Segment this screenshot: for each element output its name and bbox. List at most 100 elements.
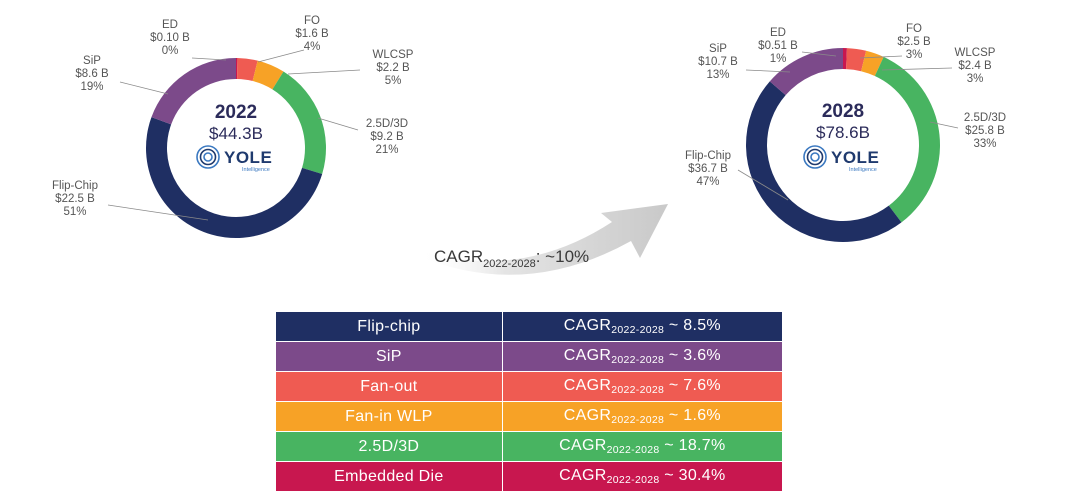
cagr-table: Flip-chip CAGR2022-2028 ~ 8.5% SiP CAGR2022… (275, 311, 784, 492)
label-value: $2.2 B (376, 62, 410, 74)
slice-ed (236, 58, 238, 80)
segment-cagr: CAGR2022-2028 ~ 7.6% (501, 371, 784, 402)
slice-flip-chip (746, 81, 902, 242)
label-pct: 21% (375, 144, 398, 156)
cagr-value: ~ 3.6% (664, 347, 721, 364)
label-2-5d-3d: 2.5D/3D $25.8 B 33% (964, 112, 1006, 150)
label-name: 2.5D/3D (366, 118, 408, 130)
segment-cagr: CAGR2022-2028 ~ 30.4% (501, 461, 784, 492)
segment-name: Embedded Die (275, 461, 503, 492)
label-name: Flip-Chip (52, 180, 98, 192)
label-sip: SiP $8.6 B 19% (75, 55, 109, 93)
center-total: $78.6B (816, 123, 870, 142)
label-pct: 1% (770, 53, 787, 65)
label-pct: 19% (80, 81, 103, 93)
label-pct: 5% (385, 75, 402, 87)
leader-line-sip (745, 69, 791, 73)
leader-line-ed (191, 57, 227, 61)
cagr-prefix: CAGR (563, 377, 612, 394)
label-wlcsp: WLCSP $2.2 B 5% (373, 49, 414, 87)
slice-2-5d-3d (874, 56, 940, 223)
label-pct: 3% (967, 73, 984, 85)
label-pct: 47% (696, 176, 719, 188)
cagr-sub: 2022-2028 (611, 324, 665, 336)
donut-charts: ED $0.10 B 0%FO $1.6 B 4%WLCSP $2.2 B 5%2.5D/3… (52, 15, 1006, 275)
segment-name: Flip-chip (275, 311, 503, 342)
cagr-sub: 2022-2028 (611, 354, 665, 366)
leader-line-sip (119, 81, 169, 95)
label-pct: 51% (63, 206, 86, 218)
logo-sub: Intelligence (849, 167, 877, 173)
label-ed: ED $0.51 B 1% (758, 27, 798, 65)
segment-name: Fan-out (275, 371, 503, 402)
yole-logo: YOLE Intelligence (803, 145, 879, 173)
label-value: $22.5 B (55, 193, 95, 205)
cagr-value: ~ 8.5% (664, 317, 721, 334)
label-value: $1.6 B (295, 28, 329, 40)
cagr-prefix: CAGR (559, 467, 607, 484)
growth-arrow (418, 204, 668, 275)
label-value: $0.10 B (150, 32, 190, 44)
logo-name: YOLE (831, 148, 879, 167)
donut-chart-2022: ED $0.10 B 0% FO $1.6 B 4% WLCSP $2.2 B 5% 2.5D/3… (52, 15, 414, 239)
slice-fo (846, 48, 867, 72)
cagr-value: ~ 30.4% (659, 467, 726, 484)
label-pct: 3% (906, 49, 923, 61)
label-value: $10.7 B (698, 56, 738, 68)
slice-sip (769, 48, 843, 96)
leader-line-fo (859, 55, 903, 59)
label-pct: 33% (973, 138, 996, 150)
slice-2-5d-3d (272, 71, 326, 174)
overall-cagr-sub: 2022-2028 (483, 258, 536, 270)
overall-cagr: CAGR2022-2028: ~10% (434, 247, 589, 270)
cagr-row-2-5d-3d: 2.5D/3D CAGR2022-2028 ~ 18.7% (275, 431, 784, 462)
label-value: $8.6 B (75, 68, 109, 80)
yole-logo: YOLE Intelligence (196, 145, 272, 173)
cagr-value: ~ 7.6% (664, 377, 721, 394)
segment-cagr: CAGR2022-2028 ~ 18.7% (501, 431, 784, 462)
cagr-prefix: CAGR (559, 437, 607, 454)
slice-flip-chip (145, 117, 323, 239)
label-pct: 4% (304, 41, 321, 53)
center-year: 2028 (822, 101, 864, 122)
label-value: $9.2 B (370, 131, 404, 143)
segment-cagr: CAGR2022-2028 ~ 3.6% (501, 341, 784, 372)
leader-line-ed (801, 51, 837, 57)
leader-line-flip-chip (737, 169, 789, 201)
center-total: $44.3B (209, 124, 263, 143)
cagr-row-fan-out: Fan-out CAGR2022-2028 ~ 7.6% (275, 371, 784, 402)
label-wlcsp: WLCSP $2.4 B 3% (955, 47, 996, 85)
label-name: SiP (709, 43, 727, 55)
label-pct: 13% (706, 69, 729, 81)
label-name: ED (162, 19, 178, 31)
leader-line-fo (257, 49, 305, 63)
overall-cagr-prefix: CAGR (434, 247, 483, 266)
label-flip-chip: Flip-Chip $36.7 B 47% (685, 150, 731, 188)
segment-name: Fan-in WLP (275, 401, 503, 432)
cagr-row-embedded-die: Embedded Die CAGR2022-2028 ~ 30.4% (275, 461, 784, 492)
label-name: Flip-Chip (685, 150, 731, 162)
cagr-sub: 2022-2028 (606, 474, 660, 486)
logo-name: YOLE (224, 148, 272, 167)
leader-line-flip-chip (107, 204, 209, 221)
label-name: ED (770, 27, 786, 39)
cagr-prefix: CAGR (563, 347, 612, 364)
label-name: FO (304, 15, 320, 27)
cagr-sub: 2022-2028 (611, 414, 665, 426)
cagr-row-sip: SiP CAGR2022-2028 ~ 3.6% (275, 341, 784, 372)
label-pct: 0% (162, 45, 179, 57)
label-value: $36.7 B (688, 163, 728, 175)
label-name: WLCSP (373, 49, 414, 61)
label-name: WLCSP (955, 47, 996, 59)
cagr-value: ~ 1.6% (664, 407, 721, 424)
slice-fo (237, 58, 258, 82)
segment-name: SiP (275, 341, 503, 372)
label-ed: ED $0.10 B 0% (150, 19, 190, 57)
cagr-row-flip-chip: Flip-chip CAGR2022-2028 ~ 8.5% (275, 311, 784, 342)
segment-cagr: CAGR2022-2028 ~ 1.6% (501, 401, 784, 432)
label-2-5d-3d: 2.5D/3D $9.2 B 21% (366, 118, 408, 156)
label-flip-chip: Flip-Chip $22.5 B 51% (52, 180, 98, 218)
center-year: 2022 (215, 102, 257, 123)
label-sip: SiP $10.7 B 13% (698, 43, 738, 81)
overall-cagr-value: : ~10% (536, 247, 589, 266)
